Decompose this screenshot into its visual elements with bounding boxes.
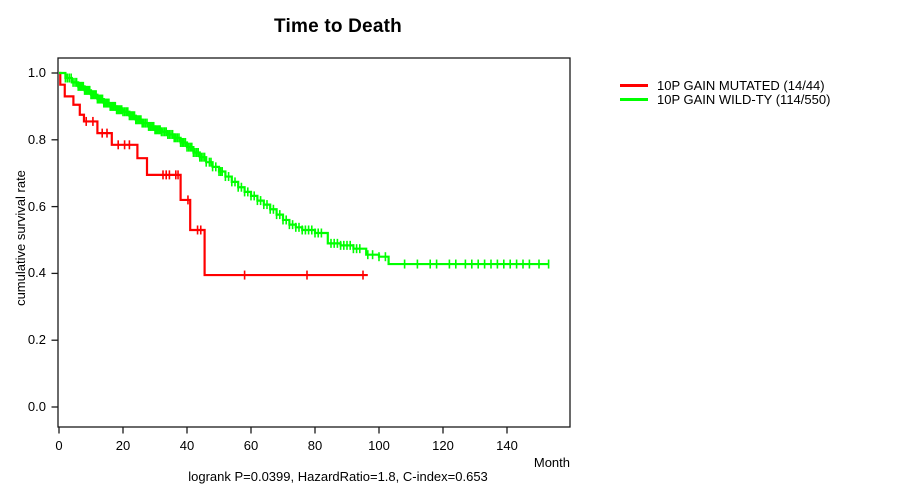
legend-label-wildtype: 10P GAIN WILD-TY (114/550) (657, 91, 831, 107)
x-tick-label: 100 (368, 438, 390, 453)
x-tick-label: 140 (496, 438, 518, 453)
x-tick-label: 80 (307, 438, 323, 453)
legend-line-mutated (620, 83, 648, 87)
y-axis-label: cumulative survival rate (13, 170, 28, 306)
legend: 10P GAIN MUTATED (14/44) 10P GAIN WILD-T… (620, 77, 831, 107)
stats-caption: logrank P=0.0399, HazardRatio=1.8, C-ind… (188, 469, 488, 484)
legend-item-wildtype: 10P GAIN WILD-TY (114/550) (620, 91, 831, 107)
plot-border (57, 57, 571, 428)
y-tick-label: 0.0 (27, 399, 46, 414)
y-tick-label: 1.0 (27, 65, 46, 80)
legend-item-mutated: 10P GAIN MUTATED (14/44) (620, 77, 830, 93)
x-tick-label: 40 (179, 438, 195, 453)
x-tick-label: 120 (432, 438, 454, 453)
y-tick-label: 0.6 (27, 198, 46, 214)
y-tick-label: 0.8 (27, 131, 46, 147)
x-tick-label: 60 (243, 438, 259, 453)
chart-title: Time to Death (274, 16, 402, 37)
x-tick-label: 0 (55, 438, 63, 453)
legend-line-wildtype (620, 97, 648, 101)
legend-label-mutated: 10P GAIN MUTATED (14/44) (657, 77, 825, 93)
x-tick-label: 20 (115, 438, 131, 453)
x-axis-label: Month (533, 455, 570, 470)
y-tick-label: 0.4 (27, 265, 46, 281)
survival-curve-1 (59, 71, 549, 266)
y-tick-label: 0.2 (27, 332, 46, 348)
